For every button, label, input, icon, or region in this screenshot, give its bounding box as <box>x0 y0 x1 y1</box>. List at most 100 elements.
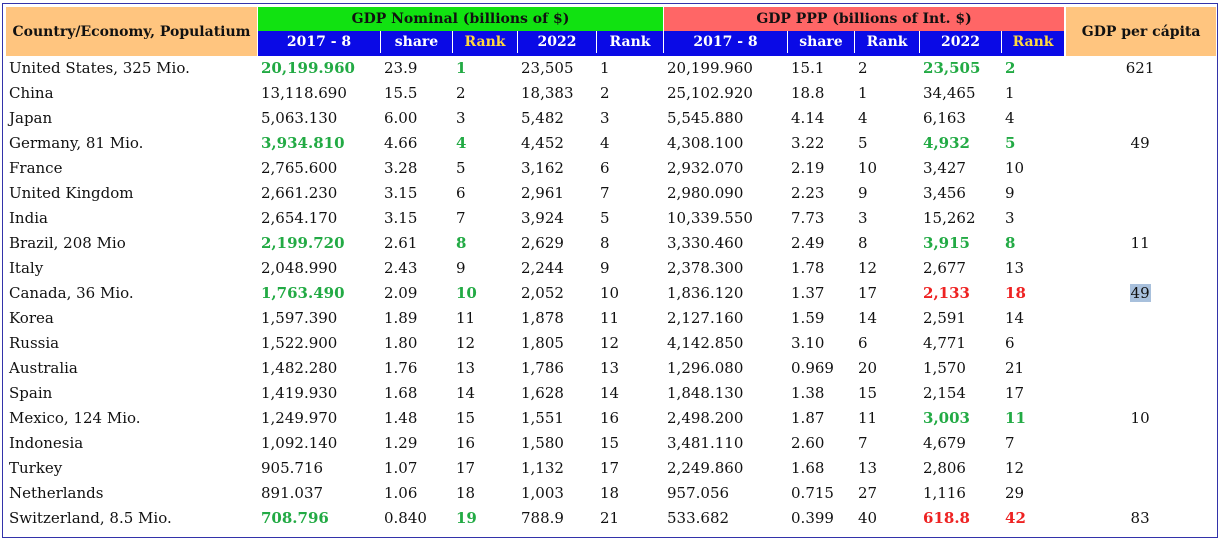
subheader-ppp-rank: Rank <box>854 31 920 53</box>
cell-ppp: 1,848.130 <box>667 384 744 402</box>
cell-pc <box>1064 206 1216 231</box>
table-row: India 2,654.170 3.15 7 3,924 5 10,339.550 7.73 3… <box>6 206 1216 231</box>
cell-p22rank: 14 <box>1005 309 1025 327</box>
cell-n22rank: 2 <box>600 84 610 102</box>
gdp-table: Country/Economy, Populatium GDP Nominal … <box>6 7 1217 531</box>
subheader-nom-share: share <box>380 31 452 53</box>
cell-n22: 18,383 <box>521 84 574 102</box>
cell-nom: 2,661.230 <box>261 184 338 202</box>
cell-pshare: 1.38 <box>791 384 825 402</box>
cell-nrank: 18 <box>456 484 476 502</box>
cell-nrank: 12 <box>456 334 476 352</box>
cell-country: United Kingdom <box>9 184 134 202</box>
cell-n22rank: 10 <box>600 284 620 302</box>
cell-ppp: 1,296.080 <box>667 359 744 377</box>
table-frame: Country/Economy, Populatium GDP Nominal … <box>2 3 1218 538</box>
subheader-ppp-year: 2017 - 8 <box>663 31 788 53</box>
cell-country: Korea <box>9 309 54 327</box>
subheader-nom-2022-rank: Rank <box>596 31 664 53</box>
cell-n22rank: 12 <box>600 334 620 352</box>
cell-nshare: 3.15 <box>384 184 418 202</box>
cell-prank: 40 <box>858 509 878 527</box>
cell-pshare: 1.78 <box>791 259 825 277</box>
cell-pc <box>1064 356 1216 381</box>
cell-nom: 891.037 <box>261 484 324 502</box>
cell-nrank: 17 <box>456 459 476 477</box>
cell-n22: 1,132 <box>521 459 564 477</box>
cell-p22rank: 8 <box>1005 234 1016 252</box>
cell-pc-highlight: 49 <box>1129 284 1151 302</box>
cell-nrank: 14 <box>456 384 476 402</box>
cell-pc <box>1064 106 1216 131</box>
cell-n22: 1,003 <box>521 484 564 502</box>
cell-nshare: 23.9 <box>384 59 418 77</box>
cell-nshare: 4.66 <box>384 134 418 152</box>
cell-ppp: 533.682 <box>667 509 730 527</box>
header-country: Country/Economy, Populatium <box>6 7 257 56</box>
cell-country: Italy <box>9 259 44 277</box>
cell-p22: 4,932 <box>923 134 970 152</box>
table-row: Japan 5,063.130 6.00 3 5,482 3 5,545.880 4.14 4 6… <box>6 106 1216 131</box>
cell-ppp: 4,308.100 <box>667 134 744 152</box>
cell-pshare: 1.37 <box>791 284 825 302</box>
cell-country: Russia <box>9 334 60 352</box>
cell-nrank: 8 <box>456 234 467 252</box>
cell-nrank: 10 <box>456 284 477 302</box>
cell-nshare: 2.43 <box>384 259 418 277</box>
cell-country: Switzerland, 8.5 Mio. <box>9 509 172 527</box>
cell-n22rank: 9 <box>600 259 610 277</box>
cell-p22: 6,163 <box>923 109 966 127</box>
cell-p22: 4,771 <box>923 334 966 352</box>
cell-n22rank: 6 <box>600 159 610 177</box>
cell-p22: 34,465 <box>923 84 976 102</box>
cell-country: India <box>9 209 48 227</box>
cell-p22rank: 10 <box>1005 159 1025 177</box>
cell-ppp: 4,142.850 <box>667 334 744 352</box>
cell-p22: 1,116 <box>923 484 966 502</box>
cell-n22rank: 13 <box>600 359 620 377</box>
cell-pc <box>1064 81 1216 106</box>
cell-pc <box>1064 456 1216 481</box>
table-row: Spain 1,419.930 1.68 14 1,628 14 1,848.130 1.38… <box>6 381 1216 406</box>
cell-pc <box>1064 306 1216 331</box>
cell-nshare: 2.09 <box>384 284 418 302</box>
cell-nom: 905.716 <box>261 459 324 477</box>
cell-n22rank: 5 <box>600 209 610 227</box>
subheader-ppp-share: share <box>787 31 855 53</box>
cell-p22: 2,677 <box>923 259 966 277</box>
cell-n22: 4,452 <box>521 134 564 152</box>
table-row: Italy 2,048.990 2.43 9 2,244 9 2,378.300 1.78 12… <box>6 256 1216 281</box>
table-row: Korea 1,597.390 1.89 11 1,878 11 2,127.160 1.59… <box>6 306 1216 331</box>
cell-pc: 11 <box>1130 234 1150 252</box>
cell-prank: 4 <box>858 109 868 127</box>
cell-prank: 9 <box>858 184 868 202</box>
subheader-ppp-2022-rank: Rank <box>1001 31 1065 53</box>
cell-p22: 4,679 <box>923 434 966 452</box>
cell-nshare: 15.5 <box>384 84 418 102</box>
cell-pshare: 2.19 <box>791 159 825 177</box>
cell-p22rank: 18 <box>1005 284 1026 302</box>
cell-prank: 3 <box>858 209 868 227</box>
cell-prank: 17 <box>858 284 878 302</box>
cell-ppp: 1,836.120 <box>667 284 744 302</box>
cell-p22: 2,591 <box>923 309 966 327</box>
cell-ppp: 3,330.460 <box>667 234 744 252</box>
cell-nom: 1,522.900 <box>261 334 338 352</box>
cell-nshare: 1.29 <box>384 434 418 452</box>
cell-p22rank: 6 <box>1005 334 1015 352</box>
cell-ppp: 2,980.090 <box>667 184 744 202</box>
cell-prank: 13 <box>858 459 878 477</box>
cell-n22: 1,551 <box>521 409 564 427</box>
cell-n22: 2,052 <box>521 284 564 302</box>
table-row: Turkey 905.716 1.07 17 1,132 17 2,249.860 1.68 1… <box>6 456 1216 481</box>
cell-p22rank: 2 <box>1005 59 1016 77</box>
cell-nshare: 6.00 <box>384 109 418 127</box>
cell-n22: 3,162 <box>521 159 564 177</box>
subheader-nom-year: 2017 - 8 <box>257 31 380 53</box>
cell-pshare: 18.8 <box>791 84 825 102</box>
cell-country: Brazil, 208 Mio <box>9 234 126 252</box>
cell-nrank: 19 <box>456 509 477 527</box>
cell-n22rank: 21 <box>600 509 620 527</box>
cell-ppp: 2,127.160 <box>667 309 744 327</box>
cell-ppp: 20,199.960 <box>667 59 753 77</box>
